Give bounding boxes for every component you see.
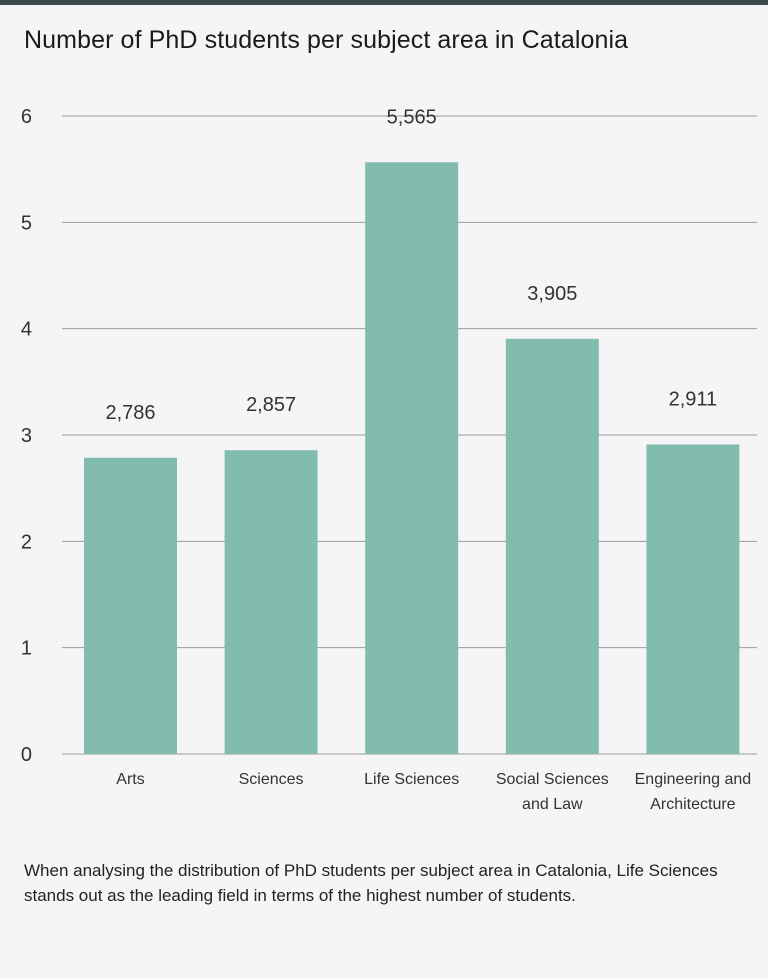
- x-tick-label: Arts: [116, 771, 144, 788]
- x-tick-label: and Law: [522, 796, 583, 813]
- bar: [505, 338, 599, 754]
- chart-caption: When analysing the distribution of PhD s…: [24, 861, 718, 905]
- y-tick-label: 2: [21, 531, 32, 553]
- x-tick-label: Engineering and: [635, 771, 752, 788]
- x-tick-label: Sciences: [239, 771, 304, 788]
- y-tick-label: 4: [21, 319, 32, 341]
- bar-chart: 0 1 2 3 4 5 6 2,786 Arts 2,857 Sciences 5,565 Life S…: [21, 106, 757, 813]
- x-tick-label: Life Sciences: [364, 771, 459, 788]
- bar: [365, 162, 459, 754]
- y-tick-label: 5: [21, 212, 32, 234]
- x-tick-label: Social Sciences: [496, 771, 609, 788]
- y-tick-label: 3: [21, 425, 32, 447]
- bar: [224, 450, 318, 754]
- y-tick-label: 0: [21, 744, 32, 766]
- data-label: 2,786: [105, 402, 155, 424]
- y-tick-label: 1: [21, 638, 32, 660]
- y-tick-label: 6: [21, 106, 32, 128]
- bar: [84, 457, 177, 754]
- data-label: 5,565: [387, 106, 437, 128]
- x-tick-label: Architecture: [650, 796, 735, 813]
- bar: [646, 444, 740, 754]
- top-rule: [0, 0, 768, 5]
- data-label: 2,911: [669, 388, 718, 410]
- data-label: 2,857: [246, 394, 296, 416]
- chart-title: Number of PhD students per subject area …: [24, 26, 629, 54]
- data-label: 3,905: [527, 283, 577, 305]
